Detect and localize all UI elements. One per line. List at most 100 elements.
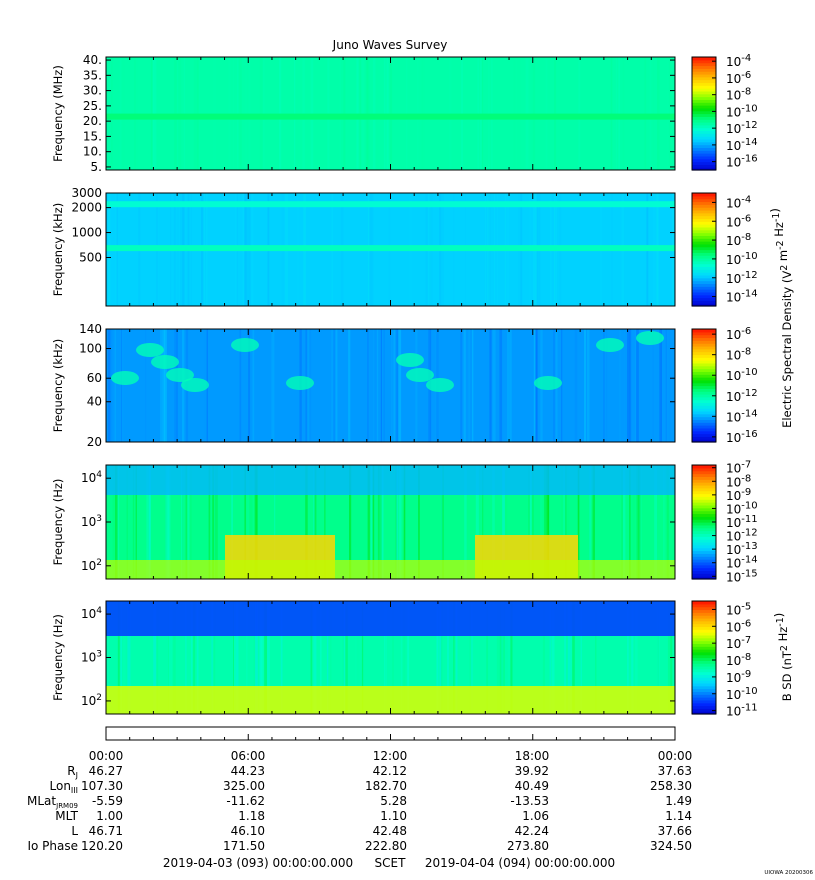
texture-streak [603,329,605,442]
texture-streak [253,601,256,714]
texture-streak [398,329,402,442]
colorbar-step [692,482,716,486]
colorbar-tick-label: 10-8 [726,473,751,489]
colorbar-step [692,564,716,569]
colorbar-step [692,439,716,443]
colorbar-step [692,105,716,109]
colorbar-tick-label: 10-4 [726,194,751,210]
colorbar-step [692,329,716,333]
texture-streak [212,465,215,579]
colorbar-step [692,487,716,492]
ephemeris-row-label: Io Phase [27,839,78,853]
texture-streak [436,601,439,714]
y-tick-label: 103 [81,650,102,665]
colorbar-step [692,235,716,239]
colorbar-step [692,510,716,515]
y-tick-label: 140 [79,322,102,336]
texture-streak [132,465,135,579]
colorbar-step [692,249,716,253]
texture-streak [546,465,548,579]
texture-streak [329,601,332,714]
colorbar-step [692,550,716,554]
texture-streak [528,465,530,579]
colorbar-step [692,198,716,203]
colorbar-step [692,663,716,667]
colorbar-step [692,371,716,375]
texture-streak [318,601,321,714]
colorbar-tick-label: 10-14 [726,408,758,424]
emission-band [106,201,675,208]
texture-streak [510,601,513,714]
colorbar-step [692,629,716,633]
texture-streak [214,465,216,579]
electric-colorbar-label: Electric Spectral Density (V2 m-2 Hz-1) [768,208,794,428]
ephemeris-value: 37.63 [658,764,692,778]
colorbar-step [692,502,716,506]
time-label: 18:00 [515,749,550,763]
texture-streak [504,465,508,579]
colorbar-step [692,385,716,389]
texture-streak [233,601,234,714]
texture-streak [547,465,550,579]
magnetic-colorbar-label: B SD (nT2 Hz-1) [772,613,794,702]
texture-streak [114,329,116,442]
ephemeris-value: 42.12 [373,764,407,778]
colorbar-step [692,499,716,503]
texture-streak [622,57,625,170]
colorbar-step [692,277,716,282]
time-label: 12:00 [373,749,408,763]
texture-streak [632,465,635,579]
colorbar-step [692,215,716,220]
ephemeris-value: -11.62 [226,794,265,808]
texture-streak [565,465,567,579]
colorbar-step [692,682,716,687]
colorbar-step [692,685,716,690]
colorbar-step [692,388,716,392]
texture-streak [636,329,639,442]
texture-streak [112,465,116,579]
texture-streak [174,329,177,442]
colorbar-step [692,419,716,423]
colorbar-step [692,291,716,296]
texture-streak [381,465,384,579]
colorbar-step [692,377,716,381]
colorbar-frame [691,328,717,443]
colorbar-step [692,665,716,670]
ephemeris-value: 273.80 [507,839,549,853]
colorbar-frame [691,600,717,715]
texture-streak [449,57,452,170]
colorbar-step [692,533,716,537]
colorbar-tick-label: 10-8 [726,87,751,103]
texture-streak [610,57,613,170]
texture-streak [403,465,406,579]
colorbar-step [692,473,716,477]
colorbar-step [692,340,716,344]
colorbar-tick-label: 10-16 [726,429,758,445]
colorbar-step [692,360,716,364]
colorbar-step [692,408,716,412]
texture-streak [618,329,621,442]
texture-streak [541,465,544,579]
texture-streak [392,601,394,714]
colorbar-frame [691,56,717,171]
emission-blob [286,376,314,390]
colorbar-step [692,68,716,72]
texture-streak [214,465,218,579]
y-tick-label: 10. [83,145,102,159]
texture-streak [629,329,632,442]
texture-streak [609,57,611,170]
texture-streak [388,57,391,170]
ephemeris-value: 5.28 [380,794,407,808]
texture-streak [228,57,231,170]
y-tick-label: 40 [87,395,102,409]
colorbar-step [692,544,716,549]
texture-streak [628,329,631,442]
colorbar-step [692,522,716,526]
texture-streak [527,57,530,170]
texture-streak [187,465,190,579]
colorbar-step [692,479,716,483]
colorbar-step [692,680,716,684]
colorbar-step [692,124,716,129]
texture-streak [502,601,505,714]
y-axis-label: Frequency (kHz) [51,339,65,432]
